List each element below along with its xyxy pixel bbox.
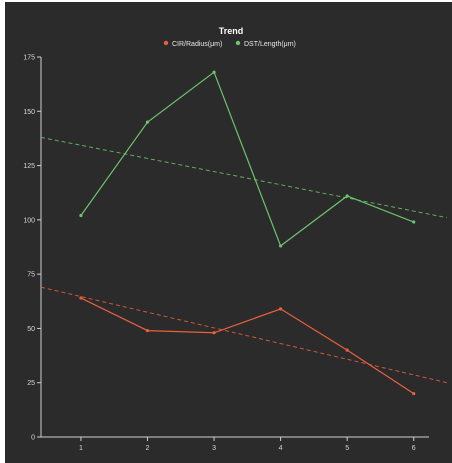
y-tick-label: 125	[23, 163, 35, 170]
legend: CIR/Radius(μm) DST/Length(μm)	[163, 40, 296, 48]
trendlines	[40, 136, 448, 384]
trendline-0	[40, 286, 448, 384]
legend-label-dst: DST/Length(μm)	[244, 41, 296, 48]
chart-panel: Trend CIR/Radius(μm) DST/Length(μm) 0 25 5…	[5, 2, 452, 463]
chart-title: Trend	[219, 26, 244, 36]
y-tick-label: 25	[27, 380, 35, 387]
data-point	[145, 329, 150, 333]
x-tick-label: 4	[279, 445, 283, 452]
series-line-0	[80, 297, 415, 395]
legend-marker-cir	[163, 40, 169, 46]
y-tick-label: 0	[31, 435, 35, 442]
data-point	[345, 348, 349, 352]
data-point	[79, 213, 83, 218]
series	[79, 70, 416, 396]
legend-marker-dst	[235, 40, 241, 46]
data-point	[279, 307, 283, 311]
legend-label-cir: CIR/Radius(μm)	[172, 41, 222, 48]
data-point	[412, 220, 416, 224]
x-tick-label: 6	[412, 445, 416, 452]
data-point	[212, 331, 216, 335]
data-point	[345, 194, 349, 198]
trend-chart: Trend CIR/Radius(μm) DST/Length(μm) 0255…	[23, 26, 448, 452]
x-tick-label: 3	[212, 445, 216, 452]
x-tick-label: 5	[345, 445, 349, 452]
y-tick-label: 75	[27, 272, 35, 279]
y-tick-label: 100	[23, 217, 35, 224]
series-line-1	[80, 71, 414, 247]
data-point	[212, 70, 216, 74]
x-tick-label: 2	[146, 445, 150, 452]
data-point	[412, 391, 416, 396]
data-point	[279, 244, 283, 248]
y-tick-label: 150	[23, 109, 35, 116]
y-tick-label: 175	[23, 55, 35, 62]
y-tick-label: 50	[27, 326, 35, 333]
data-point	[79, 296, 83, 300]
x-tick-label: 1	[79, 445, 83, 452]
axes: 0 25 50 75 100 125 150 175 1 2 3 4 5 6	[23, 55, 429, 452]
data-point	[145, 120, 150, 124]
trendline-1	[40, 136, 448, 219]
